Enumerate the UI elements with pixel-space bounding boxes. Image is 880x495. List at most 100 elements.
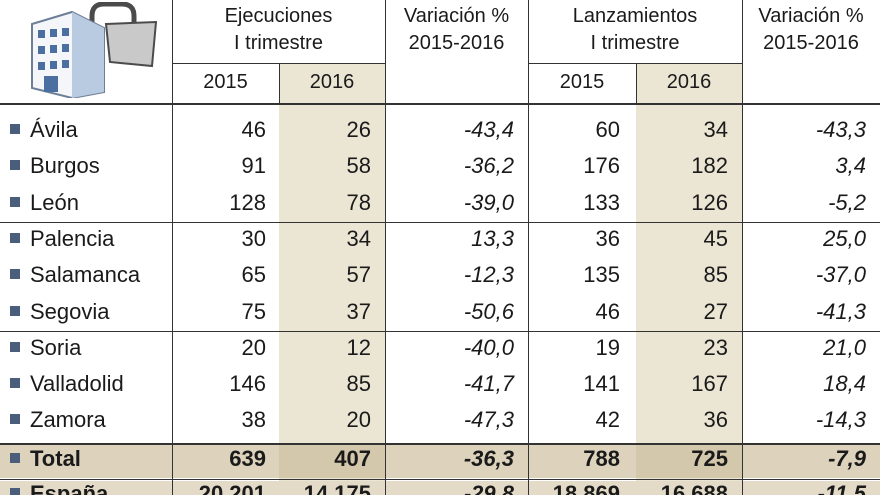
table-row-value-4: 36 xyxy=(703,407,728,433)
table-row-value-0: 75 xyxy=(241,298,266,324)
bullet-icon xyxy=(10,453,20,463)
table-row-value-3: 176 xyxy=(583,153,620,179)
table-row-value-5: -37,0 xyxy=(815,262,866,288)
total-row-value-4: 725 xyxy=(691,446,728,471)
region-name: Ávila xyxy=(30,117,78,142)
table-row-value-3: 133 xyxy=(583,189,620,215)
row-label-burgos: Burgos xyxy=(10,153,100,179)
total-band xyxy=(0,444,880,478)
table-row-value-3: 36 xyxy=(595,225,620,251)
table-row-value-3: 60 xyxy=(595,117,620,142)
table-row-value-2: -41,7 xyxy=(463,371,514,397)
header-variacion-2: Variación % xyxy=(758,5,864,27)
table-row-value-1: 57 xyxy=(346,262,371,288)
total-row-value-5: -7,9 xyxy=(828,446,866,471)
table-row-value-1: 58 xyxy=(346,153,371,179)
spain-band xyxy=(0,481,880,495)
header-year-2016: 2016 xyxy=(309,71,355,93)
total-row-value-1: 407 xyxy=(334,446,371,471)
table-row-value-1: 85 xyxy=(346,371,371,397)
table-row-value-0: 38 xyxy=(241,407,266,433)
bullet-icon xyxy=(10,341,20,352)
bullet-icon xyxy=(10,232,20,243)
region-name: León xyxy=(30,189,79,215)
table-row-value-5: -43,3 xyxy=(815,117,866,142)
table-row-value-2: 13,3 xyxy=(471,225,514,251)
shade-ejecuciones-2016 xyxy=(279,63,385,495)
table-row-value-3: 46 xyxy=(595,298,620,324)
region-name: Total xyxy=(30,446,81,471)
table-row-value-1: 78 xyxy=(346,189,371,215)
header-variacion-1-sub: 2015-2016 xyxy=(408,32,505,54)
table-row-value-4: 27 xyxy=(703,298,728,324)
header-variacion-1: Variación % xyxy=(403,5,510,27)
table-row-value-4: 85 xyxy=(703,262,728,288)
table-row-value-2: -40,0 xyxy=(463,334,514,360)
table-row-value-3: 141 xyxy=(583,371,620,397)
header-year-2016: 2016 xyxy=(666,71,712,93)
table-row-value-0: 46 xyxy=(241,117,266,142)
building-with-padlock-icon xyxy=(31,2,158,98)
header-year-2015: 2015 xyxy=(559,71,605,93)
spain-row-value-1: 14.175 xyxy=(303,481,371,495)
table-row-value-0: 30 xyxy=(241,225,266,251)
table-row-value-0: 65 xyxy=(241,262,266,288)
row-label-avila: Ávila xyxy=(10,117,78,143)
table-row-value-2: -50,6 xyxy=(463,298,514,324)
table-row-value-5: 25,0 xyxy=(823,225,866,251)
table-row-value-2: -47,3 xyxy=(463,407,514,433)
row-label-segovia: Segovia xyxy=(10,299,110,325)
table-row-value-5: 18,4 xyxy=(823,371,866,397)
row-label-valladolid: Valladolid xyxy=(10,371,124,397)
header-lanzamientos: Lanzamientos xyxy=(572,5,698,27)
region-name: Burgos xyxy=(30,153,100,179)
row-label-espana: España xyxy=(10,481,108,495)
header-ejecuciones: Ejecuciones xyxy=(224,5,333,27)
bullet-icon xyxy=(10,414,20,425)
table-row-value-5: 3,4 xyxy=(835,153,866,179)
table-row-value-5: -41,3 xyxy=(815,298,866,324)
table-row-value-1: 20 xyxy=(346,407,371,433)
table-row-value-2: -43,4 xyxy=(463,117,514,142)
table-row-value-2: -36,2 xyxy=(463,153,514,179)
table-row-value-4: 34 xyxy=(703,117,728,142)
table-row-value-4: 126 xyxy=(691,189,728,215)
table-row-value-5: -14,3 xyxy=(815,407,866,433)
table-row-value-5: -5,2 xyxy=(828,189,866,215)
region-name: Soria xyxy=(30,334,82,360)
header-ejecuciones-sub: I trimestre xyxy=(234,32,323,54)
shade-lanzamientos-2016 xyxy=(636,63,742,495)
table-row-value-3: 19 xyxy=(595,334,620,360)
table-row-value-0: 146 xyxy=(229,371,266,397)
table-row-value-0: 20 xyxy=(241,334,266,360)
table-row-value-3: 42 xyxy=(595,407,620,433)
spain-row-value-2: -29,8 xyxy=(463,481,514,495)
bullet-icon xyxy=(10,196,20,207)
table-row-value-5: 21,0 xyxy=(823,334,866,360)
spain-row-value-3: 18.869 xyxy=(552,481,620,495)
region-name: Segovia xyxy=(30,298,110,324)
table-row-value-1: 26 xyxy=(346,117,371,142)
table-row-value-1: 12 xyxy=(346,334,371,360)
header-year-2015: 2015 xyxy=(203,71,248,93)
region-name: Zamora xyxy=(30,407,106,433)
row-label-soria: Soria xyxy=(10,335,81,361)
table-row-value-2: -39,0 xyxy=(463,189,514,215)
table-row-value-1: 37 xyxy=(346,298,371,324)
bullet-icon xyxy=(10,124,20,134)
table-row-value-4: 167 xyxy=(691,371,728,397)
bullet-icon xyxy=(10,160,20,171)
table-row-value-0: 91 xyxy=(241,153,266,179)
bullet-icon xyxy=(10,305,20,316)
region-name: Salamanca xyxy=(30,262,141,288)
total-row-value-2: -36,3 xyxy=(463,446,514,471)
row-label-zamora: Zamora xyxy=(10,407,106,433)
table-row-value-4: 23 xyxy=(703,334,728,360)
row-label-leon: León xyxy=(10,190,79,216)
row-label-total: Total xyxy=(10,446,81,472)
total-row-value-3: 788 xyxy=(583,446,620,471)
table-row-value-3: 135 xyxy=(583,262,620,288)
spain-row-value-5: -11,5 xyxy=(817,481,866,495)
table-row-value-4: 45 xyxy=(703,225,728,251)
